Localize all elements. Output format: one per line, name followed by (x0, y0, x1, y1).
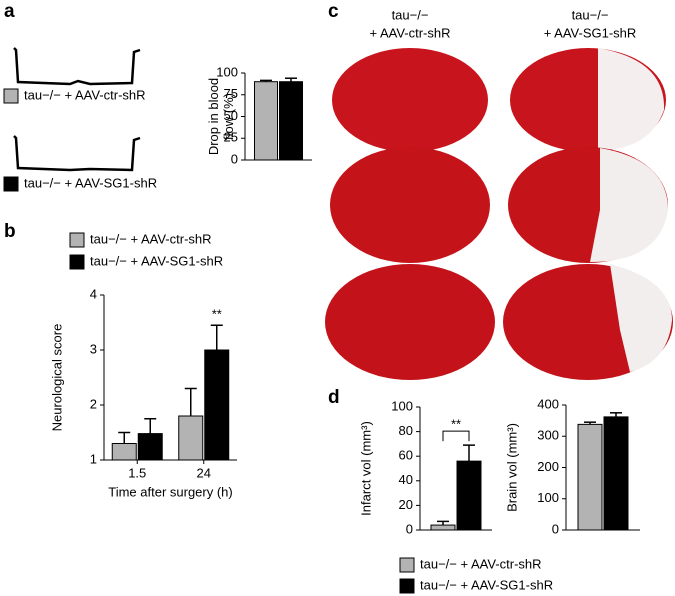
bar (137, 433, 163, 461)
y-tick-label: 0 (406, 521, 413, 536)
y-tick-label: 100 (391, 398, 413, 413)
y-tick-label: 4 (90, 286, 97, 301)
legend-swatch (3, 176, 19, 192)
y-axis-label: Infarct vol (mm³) (358, 421, 373, 516)
x-tick-label: 1.5 (128, 465, 146, 480)
legend-label: tau−/− + AAV-ctr-shR (420, 556, 542, 571)
column-header: + AAV-SG1-shR (544, 25, 637, 40)
y-tick-label: 20 (399, 497, 413, 512)
legend-swatch (399, 557, 415, 573)
y-tick-label: 0 (231, 151, 238, 166)
y-tick-label: 2 (90, 396, 97, 411)
legend-label: tau−/− + AAV-ctr-shR (90, 231, 212, 246)
y-tick-label: 50 (224, 108, 238, 123)
y-tick-label: 80 (399, 423, 413, 438)
y-tick-label: 60 (399, 448, 413, 463)
annotation: ** (451, 417, 461, 432)
y-tick-label: 1 (90, 451, 97, 466)
legend-swatch (399, 578, 415, 594)
bar (254, 81, 278, 161)
panel-label: a (4, 1, 15, 22)
y-tick-label: 3 (90, 341, 97, 356)
column-header: tau−/− (572, 7, 609, 22)
significance-bracket (442, 430, 470, 442)
y-axis-label: Neurological score (49, 324, 64, 432)
bar (178, 415, 204, 461)
y-tick-label: 200 (537, 459, 559, 474)
bar (111, 443, 137, 461)
bar (603, 416, 629, 531)
panel-label: c (328, 1, 339, 22)
y-tick-label: 40 (399, 472, 413, 487)
bar (577, 423, 603, 531)
y-tick-label: 0 (552, 521, 559, 536)
y-tick-label: 300 (537, 428, 559, 443)
panel-label: d (328, 387, 340, 408)
y-tick-label: 400 (537, 396, 559, 411)
flow-trace (13, 47, 141, 86)
column-header: tau−/− (392, 7, 429, 22)
x-tick-label: 24 (197, 465, 211, 480)
legend-label: tau−/− + AAV-SG1-shR (24, 175, 157, 190)
bar (279, 81, 303, 161)
annotation: ** (212, 307, 222, 322)
y-tick-label: 100 (216, 64, 238, 79)
y-tick-label: 25 (224, 130, 238, 145)
panel-label: b (4, 221, 16, 242)
legend-label: tau−/− + AAV-ctr-shR (24, 87, 146, 102)
legend-label: tau−/− + AAV-SG1-shR (420, 577, 553, 592)
legend-swatch (3, 88, 19, 104)
y-tick-label: 75 (224, 86, 238, 101)
legend-swatch (69, 232, 85, 248)
flow-trace (13, 135, 141, 172)
bar (204, 349, 230, 461)
bar (430, 524, 456, 531)
column-header: + AAV-ctr-shR (369, 25, 450, 40)
x-axis-label: Time after surgery (h) (108, 484, 233, 499)
y-axis-label: Drop in blood (206, 78, 221, 155)
y-tick-label: 100 (537, 490, 559, 505)
brain-slices (325, 48, 673, 380)
y-axis-label: flow (%) (221, 93, 236, 140)
legend-label: tau−/− + AAV-SG1-shR (90, 253, 223, 268)
y-axis-label: Brain vol (mm³) (504, 423, 519, 512)
legend-swatch (69, 254, 85, 270)
bar (456, 460, 482, 531)
